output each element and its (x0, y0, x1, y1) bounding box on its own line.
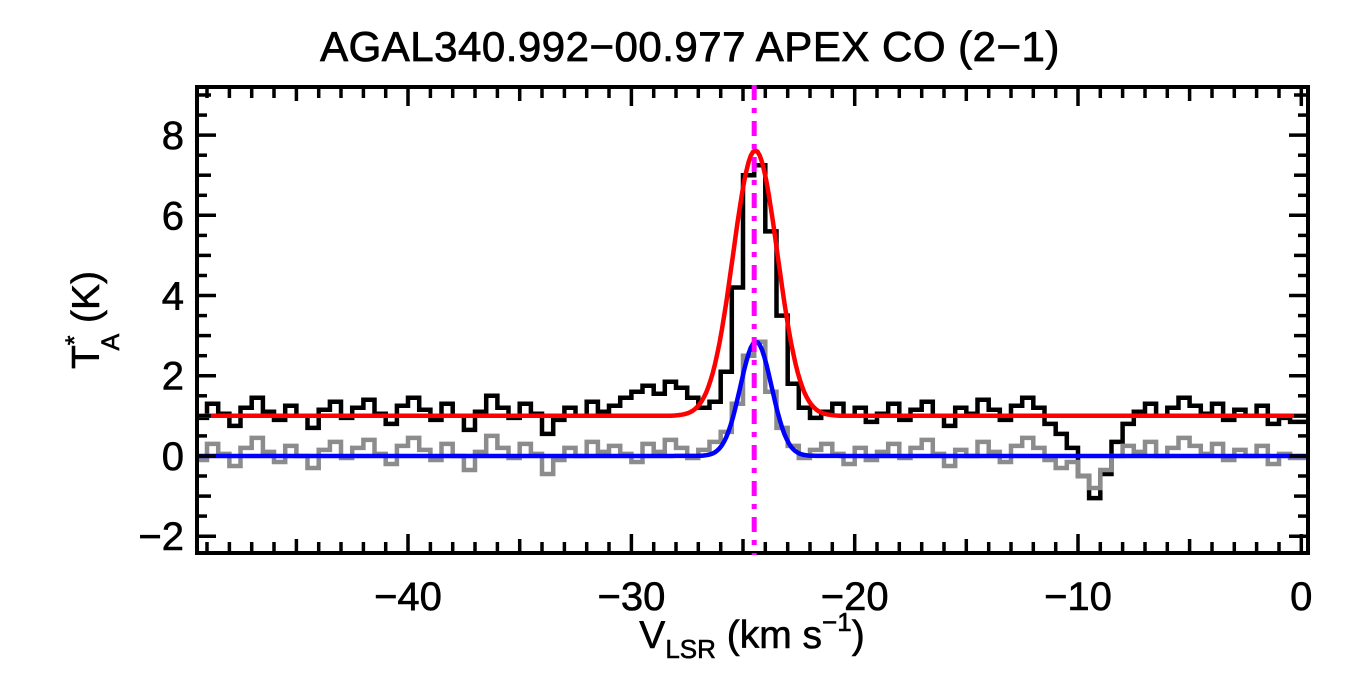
x-axis-ticks (205, 89, 1304, 551)
y-tick-label: 0 (162, 435, 184, 479)
y-tick-label: 6 (162, 194, 184, 238)
x-tick-label: −30 (597, 575, 665, 619)
y-tick-label: 2 (162, 355, 184, 399)
x-tick-label: −20 (821, 575, 889, 619)
x-tick-label: 0 (1290, 575, 1312, 619)
y-tick-label: −2 (138, 515, 184, 559)
chart-title: AGAL340.992−00.977 APEX CO (2−1) (320, 23, 1060, 70)
y-tick-label: 4 (162, 275, 184, 319)
x-tick-label: −10 (1044, 575, 1112, 619)
y-tick-label: 8 (162, 114, 184, 158)
y-axis-ticks (199, 93, 1306, 538)
plot-layers: −40 −30 −20 −10 0 8 6 4 2 0 −2 VLSR (km s−1) T* A (K) (61, 85, 1313, 664)
x-tick-label: −40 (374, 575, 442, 619)
y-axis-label: T* A (K) (61, 271, 125, 369)
gaussian-fit-red (196, 148, 1307, 419)
x-axis-label: VLSR (km s−1) (639, 607, 864, 664)
